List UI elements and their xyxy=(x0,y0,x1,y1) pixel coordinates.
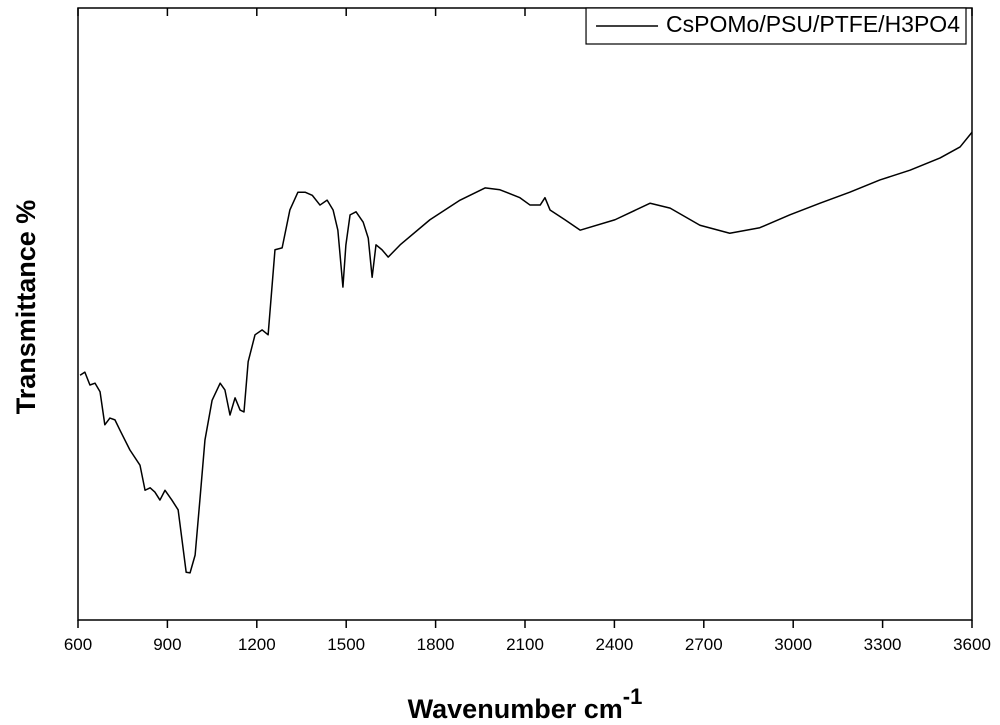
x-tick-label: 1800 xyxy=(417,635,455,654)
x-tick-label: 3600 xyxy=(953,635,991,654)
legend-label: CsPOMo/PSU/PTFE/H3PO4 xyxy=(666,11,960,37)
series-line xyxy=(79,131,973,574)
y-axis-title: Transmittance % xyxy=(11,200,41,415)
x-axis-title: Wavenumber cm-1 xyxy=(408,684,643,724)
x-tick-label: 3300 xyxy=(864,635,902,654)
legend: CsPOMo/PSU/PTFE/H3PO4 xyxy=(585,7,967,45)
x-axis-title-main: Wavenumber cm xyxy=(408,694,623,724)
x-axis-title-sup: -1 xyxy=(623,684,643,709)
x-tick-label: 600 xyxy=(64,635,92,654)
x-tick-label: 1200 xyxy=(238,635,276,654)
x-tick-label: 1500 xyxy=(327,635,365,654)
x-tick-label: 2400 xyxy=(595,635,633,654)
x-tick-label: 2700 xyxy=(685,635,723,654)
x-tick-label: 2100 xyxy=(506,635,544,654)
x-tick-label: 900 xyxy=(153,635,181,654)
x-tick-label: 3000 xyxy=(774,635,812,654)
plot-frame xyxy=(77,7,973,621)
